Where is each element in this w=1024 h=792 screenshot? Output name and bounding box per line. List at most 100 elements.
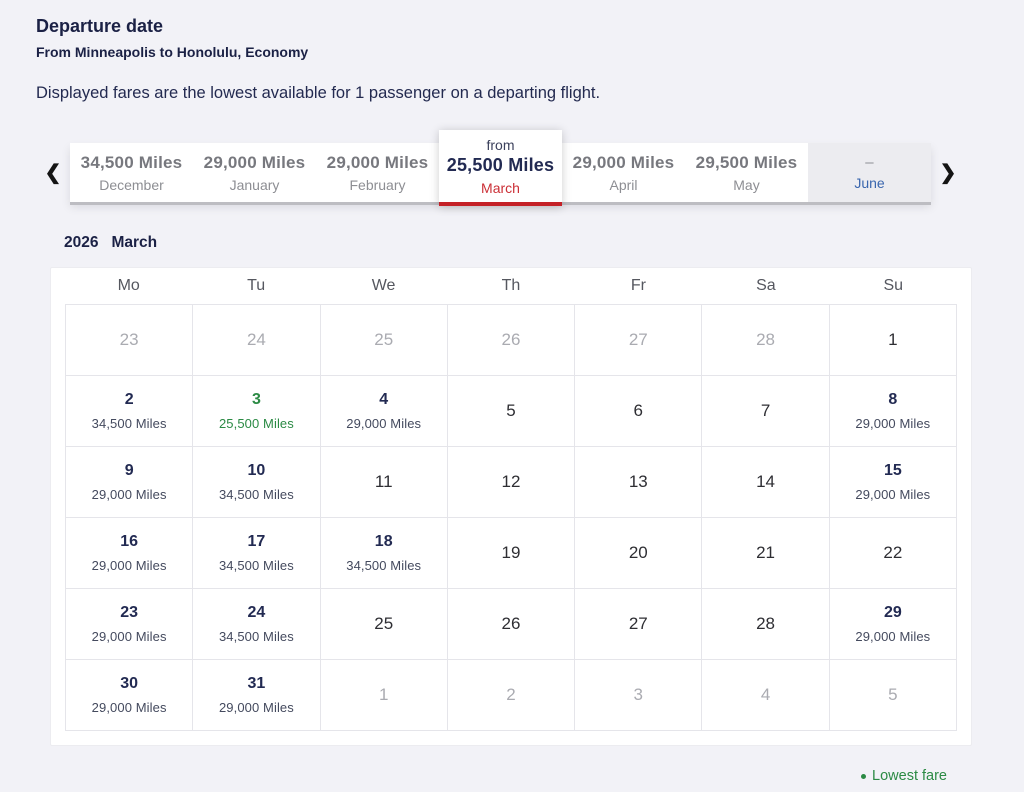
day-fare: 34,500 Miles xyxy=(218,558,294,573)
day-number: 17 xyxy=(247,533,266,550)
chevron-left-icon: ❮ xyxy=(44,162,62,184)
day-fare: 34,500 Miles xyxy=(218,629,294,644)
day-cell-27: 27 xyxy=(575,589,703,660)
weekday-header: Su xyxy=(883,277,904,294)
month-tab-december[interactable]: 34,500 Miles December xyxy=(70,143,193,202)
day-cell-19: 19 xyxy=(447,518,576,589)
day-cell-26: 26 xyxy=(447,589,576,660)
month-name-label: March xyxy=(111,234,158,251)
day-number: 18 xyxy=(374,533,393,550)
day-number: 12 xyxy=(501,472,521,491)
day-cell-adjacent-month: 3 xyxy=(575,660,703,731)
day-number: 10 xyxy=(247,462,266,479)
day-number: 21 xyxy=(756,543,776,562)
day-cell-3[interactable]: 3 25,500 Miles xyxy=(193,376,321,447)
day-cell-18[interactable]: 18 34,500 Miles xyxy=(320,518,448,589)
day-cell-16[interactable]: 16 29,000 Miles xyxy=(66,518,194,589)
day-cell-17[interactable]: 17 34,500 Miles xyxy=(193,518,321,589)
day-number: 6 xyxy=(633,401,644,420)
day-number: 27 xyxy=(628,614,648,633)
day-fare: 34,500 Miles xyxy=(218,487,294,502)
day-cell-11: 11 xyxy=(320,447,448,518)
day-number: 15 xyxy=(883,462,902,479)
day-cell-10[interactable]: 10 34,500 Miles xyxy=(193,447,321,518)
weekday-header: Mo xyxy=(117,277,140,294)
day-number: 13 xyxy=(628,472,648,491)
day-cell-31[interactable]: 31 29,000 Miles xyxy=(193,660,321,731)
day-number: 1 xyxy=(888,330,898,349)
day-cell-21: 21 xyxy=(702,518,830,589)
tab-month-label: December xyxy=(99,176,164,193)
day-number: 5 xyxy=(506,401,516,420)
next-month-button[interactable]: ❯ xyxy=(931,158,965,188)
lowest-fare-bullet-icon xyxy=(861,773,867,779)
day-number: 28 xyxy=(756,330,776,349)
calendar-grid: 23 24 25 26 27 28 1 2 34,500 Miles 3 25,500 Miles 4… xyxy=(65,304,957,731)
day-cell-23[interactable]: 23 29,000 Miles xyxy=(66,589,194,660)
tab-fare-label: – xyxy=(865,154,874,171)
tab-month-label: June xyxy=(854,175,885,191)
day-number: 3 xyxy=(251,391,261,408)
previous-month-button[interactable]: ❮ xyxy=(36,158,70,188)
day-cell-28: 28 xyxy=(702,589,830,660)
day-number: 26 xyxy=(501,614,521,633)
day-number: 27 xyxy=(628,330,648,349)
day-cell-adjacent-month: 1 xyxy=(320,660,448,731)
day-cell-8[interactable]: 8 29,000 Miles xyxy=(829,376,957,447)
month-tab-march[interactable]: from 25,500 Miles March xyxy=(439,130,562,206)
day-number: 19 xyxy=(501,543,521,562)
month-tab-june[interactable]: – June xyxy=(808,143,931,202)
day-cell-9[interactable]: 9 29,000 Miles xyxy=(66,447,194,518)
month-carousel: ❮ 34,500 Miles December 29,000 Miles Januar… xyxy=(0,130,1024,210)
page-header: Departure date From Minneapolis to Honol… xyxy=(0,0,1024,103)
day-cell-4[interactable]: 4 29,000 Miles xyxy=(320,376,448,447)
day-number: 23 xyxy=(120,604,139,621)
day-fare: 29,000 Miles xyxy=(346,416,422,431)
day-cell-1: 1 xyxy=(829,305,957,376)
month-tab-strip: 34,500 Miles December 29,000 Miles January 2… xyxy=(70,130,931,206)
month-tab-april[interactable]: 29,000 Miles April xyxy=(562,143,685,202)
day-number: 8 xyxy=(888,391,898,408)
day-fare: 29,000 Miles xyxy=(218,700,294,715)
day-cell-14: 14 xyxy=(702,447,830,518)
day-number: 2 xyxy=(506,685,516,704)
day-number: 7 xyxy=(760,401,771,420)
day-cell-adjacent-month: 25 xyxy=(320,305,448,376)
day-cell-2[interactable]: 2 34,500 Miles xyxy=(66,376,194,447)
day-cell-15[interactable]: 15 29,000 Miles xyxy=(829,447,957,518)
tab-fare-label: 29,500 Miles xyxy=(695,152,798,172)
year-label: 2026 xyxy=(64,234,99,251)
day-cell-adjacent-month: 26 xyxy=(447,305,576,376)
day-number: 28 xyxy=(756,614,776,633)
day-number: 22 xyxy=(883,543,903,562)
day-cell-22: 22 xyxy=(829,518,957,589)
day-number: 29 xyxy=(883,604,902,621)
day-cell-adjacent-month: 28 xyxy=(702,305,830,376)
day-number: 1 xyxy=(378,685,389,704)
month-tab-may[interactable]: 29,500 Miles May xyxy=(685,143,808,202)
day-number: 25 xyxy=(374,614,394,633)
lowest-fare-label: Lowest fare xyxy=(872,768,947,784)
day-cell-adjacent-month: 2 xyxy=(447,660,576,731)
day-cell-12: 12 xyxy=(447,447,576,518)
day-cell-24[interactable]: 24 34,500 Miles xyxy=(193,589,321,660)
chevron-right-icon: ❯ xyxy=(939,162,957,184)
day-fare: 25,500 Miles xyxy=(218,416,294,431)
weekday-header-row: Mo Tu We Th Fr Sa Su xyxy=(51,268,971,304)
tab-month-label: February xyxy=(349,176,406,193)
tab-fare-label: 29,000 Miles xyxy=(326,152,429,172)
month-tab-january[interactable]: 29,000 Miles January xyxy=(193,143,316,202)
tab-month-label: March xyxy=(481,179,520,196)
day-cell-30[interactable]: 30 29,000 Miles xyxy=(66,660,194,731)
day-number: 14 xyxy=(756,472,776,491)
day-fare: 29,000 Miles xyxy=(855,487,931,502)
day-cell-6: 6 xyxy=(575,376,703,447)
day-number: 24 xyxy=(247,604,266,621)
day-fare: 29,000 Miles xyxy=(855,629,931,644)
tab-month-label: April xyxy=(609,176,638,193)
day-cell-adjacent-month: 23 xyxy=(66,305,194,376)
month-tab-february[interactable]: 29,000 Miles February xyxy=(316,143,439,202)
day-cell-29[interactable]: 29 29,000 Miles xyxy=(829,589,957,660)
day-number: 20 xyxy=(628,543,648,562)
day-fare: 29,000 Miles xyxy=(91,629,167,644)
